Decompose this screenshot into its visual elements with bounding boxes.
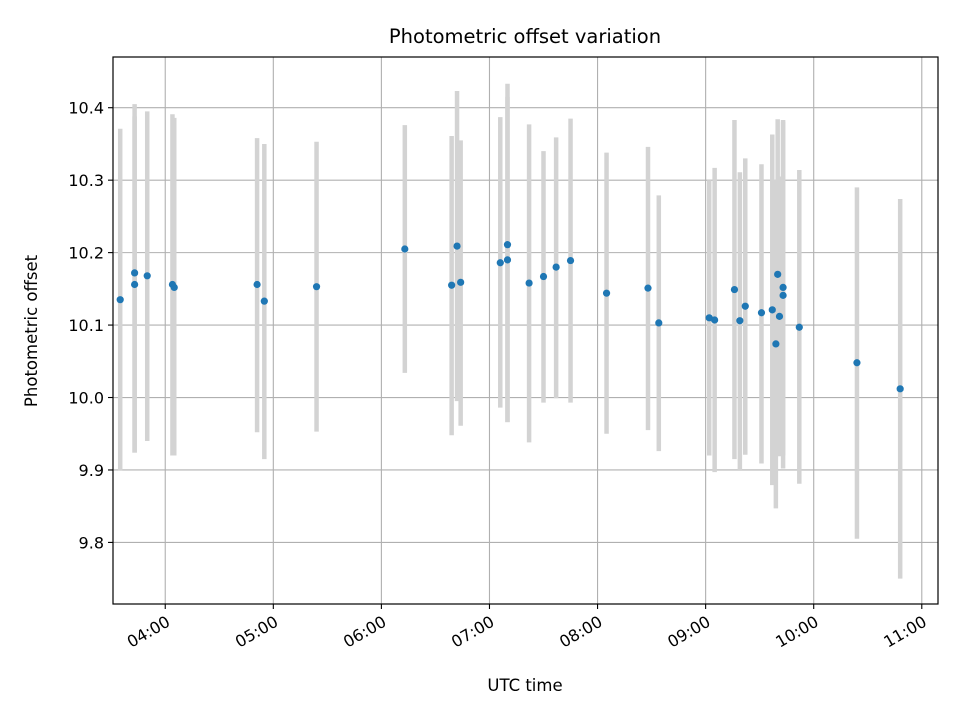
y-axis-label: Photometric offset (22, 254, 41, 407)
data-point (711, 316, 719, 324)
data-point (503, 241, 512, 249)
y-tick-label: 10.4 (68, 99, 104, 118)
data-point (774, 270, 782, 278)
data-point (401, 245, 409, 253)
data-point (757, 309, 766, 317)
data-point (453, 242, 461, 250)
data-point (644, 284, 652, 292)
data-point (655, 319, 663, 327)
data-point (566, 256, 575, 265)
data-point (768, 306, 776, 314)
data-point (312, 283, 321, 291)
y-tick-label: 10.0 (68, 389, 104, 408)
x-axis-label: UTC time (487, 676, 562, 695)
data-point (736, 317, 744, 325)
data-point (448, 281, 456, 289)
data-point (525, 279, 533, 287)
data-point (131, 269, 139, 277)
data-point (539, 272, 548, 281)
data-point (260, 297, 268, 305)
data-point (552, 263, 560, 271)
data-point (775, 312, 784, 320)
data-point (730, 285, 739, 294)
data-point (772, 340, 780, 348)
y-tick-label: 9.9 (79, 461, 104, 480)
data-points (116, 241, 904, 393)
data-point (602, 289, 611, 297)
data-point (896, 385, 904, 393)
data-point (853, 359, 861, 367)
data-point (779, 283, 787, 291)
y-tick-label: 9.8 (79, 533, 104, 552)
y-tick-label: 10.2 (68, 244, 104, 263)
data-point (503, 256, 512, 264)
data-point (143, 272, 151, 280)
y-tick-label: 10.1 (68, 316, 104, 335)
data-point (116, 296, 124, 304)
data-point (131, 280, 139, 289)
y-axis-ticks: 9.8 9.9 10.0 10.1 10.2 10.3 10.4 (68, 99, 113, 552)
data-point (779, 291, 787, 299)
data-point (741, 302, 749, 310)
data-point (457, 278, 465, 286)
data-point (795, 323, 803, 331)
y-tick-label: 10.3 (68, 171, 104, 190)
data-point (170, 283, 178, 291)
data-point (705, 314, 713, 322)
chart-title: Photometric offset variation (389, 25, 661, 48)
data-point (253, 280, 261, 289)
data-point (496, 259, 504, 267)
plot-frame (112, 56, 939, 605)
